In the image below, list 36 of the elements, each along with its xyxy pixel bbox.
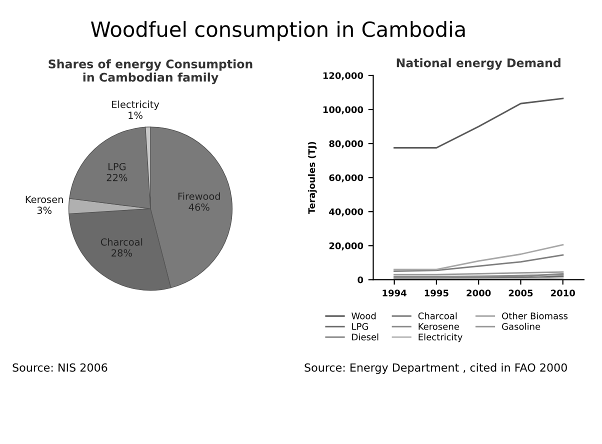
legend-label: Electricity: [418, 333, 462, 342]
legend-label: Charcoal: [418, 312, 457, 320]
legend-label: Other Biomass: [502, 312, 568, 320]
legend-label: Kerosene: [418, 323, 459, 330]
slice-label: Electricity: [112, 100, 160, 110]
slice-label: Firewood: [178, 192, 220, 200]
x-tick-label: 1995: [424, 290, 448, 296]
slice-label: LPG: [108, 162, 126, 170]
data-label: 1%: [128, 112, 142, 119]
slice-label: Kerosen: [26, 196, 63, 204]
source-note: Source: Energy Department , cited in FAO 2000: [304, 363, 567, 374]
legend-label: LPG: [352, 323, 368, 330]
chart-title: National energy Demand: [396, 58, 560, 70]
chart-title: Shares of energy Consumption in Cambodian family: [48, 59, 252, 84]
x-tick-label: 2000: [466, 290, 491, 296]
source-note: Source: NIS 2006: [12, 363, 108, 372]
data-label: 22%: [106, 174, 128, 182]
legend-label: Diesel: [352, 333, 378, 340]
y-tick-label: 120,000: [323, 72, 364, 80]
y-tick-label: 60,000: [329, 174, 364, 182]
x-tick-label: 2010: [551, 290, 575, 296]
y-tick-label: 40,000: [329, 208, 364, 216]
text: Woodfuel consumption in Cambodia: [90, 21, 465, 42]
x-tick-label: 1994: [382, 290, 406, 296]
data-label: 3%: [37, 206, 52, 214]
data-label: 46%: [188, 203, 210, 211]
y-tick-label: 100,000: [323, 106, 364, 114]
y-tick-label: 80,000: [329, 140, 364, 148]
data-label: 28%: [112, 249, 132, 257]
x-tick-label: 2005: [508, 290, 533, 296]
y-tick-label: 20,000: [329, 242, 364, 250]
legend-label: Wood: [352, 312, 376, 320]
slice-label: Charcoal: [100, 238, 142, 246]
y-axis-title: Terajoules (TJ): [308, 142, 317, 214]
legend-label: Gasoline: [502, 322, 540, 330]
y-tick-label: 0: [358, 276, 364, 284]
